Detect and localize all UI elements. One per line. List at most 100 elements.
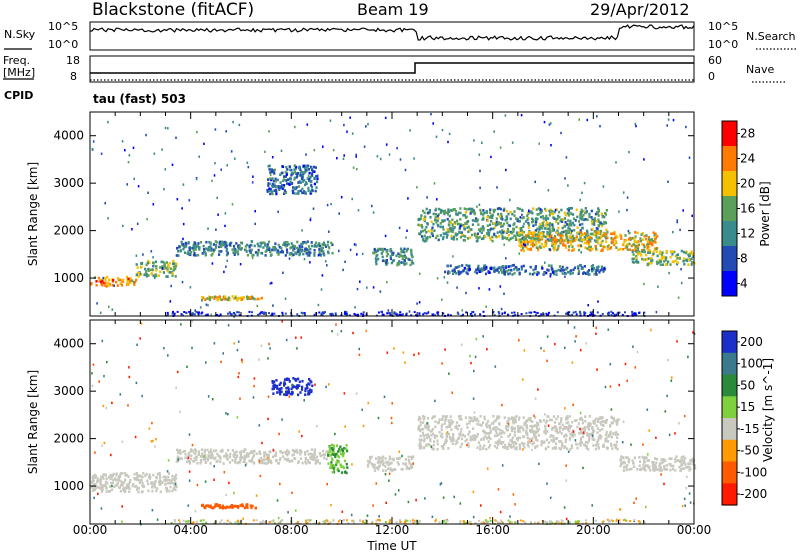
heatmap-cell	[104, 277, 107, 280]
heatmap-cell	[503, 243, 505, 246]
heatmap-cell	[494, 365, 497, 368]
heatmap-cell	[210, 456, 213, 460]
heatmap-cell	[546, 233, 549, 236]
heatmap-cell	[236, 298, 239, 302]
heatmap-cell	[503, 292, 505, 295]
heatmap-cell	[287, 450, 290, 454]
heatmap-cell	[559, 237, 562, 240]
heatmap-cell	[565, 479, 568, 482]
heatmap-cell	[531, 242, 535, 246]
heatmap-cell	[581, 421, 584, 425]
heatmap-cell	[484, 435, 487, 438]
heatmap-cell	[249, 451, 252, 455]
heatmap-cell	[283, 457, 286, 461]
heatmap-cell	[308, 378, 311, 381]
heatmap-cell	[468, 430, 471, 433]
heatmap-cell	[559, 447, 562, 451]
heatmap-cell	[422, 313, 425, 316]
heatmap-cell	[580, 238, 583, 241]
heatmap-cell	[515, 225, 518, 229]
heatmap-cell	[465, 208, 468, 211]
heatmap-cell	[554, 208, 557, 212]
heatmap-cell	[637, 240, 640, 243]
heatmap-cell	[515, 231, 519, 234]
heatmap-cell	[239, 504, 242, 507]
heatmap-cell	[135, 476, 139, 480]
heatmap-cell	[506, 428, 510, 432]
heatmap-cell	[166, 269, 169, 273]
heatmap-cell	[299, 248, 302, 252]
heatmap-cell	[501, 229, 504, 232]
heatmap-cell	[404, 255, 407, 259]
heatmap-cell	[340, 196, 343, 199]
heatmap-cell	[471, 223, 474, 226]
heatmap-cell	[516, 425, 520, 428]
heatmap-cell	[257, 248, 260, 252]
heatmap-cell	[280, 390, 283, 394]
heatmap-cell	[488, 271, 491, 274]
heatmap-cell	[591, 227, 594, 231]
heatmap-cell	[213, 248, 216, 251]
heatmap-cell	[441, 128, 444, 132]
heatmap-cell	[514, 237, 517, 240]
heatmap-cell	[556, 431, 559, 435]
heatmap-cell	[309, 456, 312, 459]
heatmap-cell	[683, 414, 686, 418]
heatmap-cell	[522, 216, 525, 219]
heatmap-cell	[151, 421, 153, 425]
heatmap-cell	[451, 435, 454, 438]
heatmap-cell	[573, 228, 576, 232]
heatmap-cell	[412, 518, 414, 522]
heatmap-cell	[547, 217, 550, 220]
heatmap-cell	[493, 270, 496, 273]
heatmap-cell	[232, 455, 235, 458]
heatmap-cell	[688, 258, 691, 261]
heatmap-cell	[549, 435, 552, 438]
heatmap-cell	[162, 475, 165, 479]
heatmap-cell	[205, 504, 208, 507]
heatmap-cell	[125, 275, 129, 279]
heatmap-cell	[179, 452, 182, 455]
heatmap-cell	[467, 230, 469, 234]
heatmap-cell	[108, 485, 112, 488]
heatmap-cell	[435, 219, 438, 222]
heatmap-cell	[390, 261, 393, 265]
heatmap-cell	[624, 234, 627, 237]
heatmap-cell	[577, 231, 580, 234]
heatmap-cell	[159, 476, 162, 480]
heatmap-cell	[309, 192, 312, 195]
heatmap-cell	[118, 486, 121, 489]
heatmap-cell	[520, 114, 523, 117]
heatmap-cell	[450, 227, 453, 230]
heatmap-cell	[270, 170, 273, 174]
heatmap-cell	[188, 246, 191, 250]
heatmap-cell	[478, 267, 481, 271]
heatmap-cell	[510, 426, 514, 429]
heatmap-cell	[655, 250, 658, 254]
heatmap-cell	[599, 232, 602, 235]
heatmap-cell	[635, 312, 637, 315]
heatmap-cell	[251, 457, 254, 461]
heatmap-cell	[585, 241, 588, 245]
heatmap-cell	[306, 386, 309, 390]
heatmap-cell	[145, 472, 148, 476]
heatmap-cell	[208, 240, 211, 244]
heatmap-cell	[268, 168, 271, 171]
heatmap-cell	[617, 248, 620, 251]
heatmap-cell	[535, 220, 538, 223]
heatmap-cell	[562, 268, 565, 272]
heatmap-cell	[408, 310, 411, 313]
heatmap-cell	[523, 238, 526, 241]
heatmap-cell	[520, 245, 523, 248]
heatmap-cell	[314, 456, 317, 460]
heatmap-cell	[586, 218, 589, 222]
heatmap-cell	[376, 155, 379, 158]
heatmap-cell	[111, 478, 115, 482]
heatmap-cell	[174, 262, 177, 266]
heatmap-cell	[569, 219, 572, 223]
heatmap-cell	[644, 456, 647, 460]
heatmap-cell	[153, 276, 156, 280]
heatmap-cell	[494, 434, 497, 438]
heatmap-cell	[446, 210, 449, 214]
heatmap-cell	[102, 281, 105, 285]
